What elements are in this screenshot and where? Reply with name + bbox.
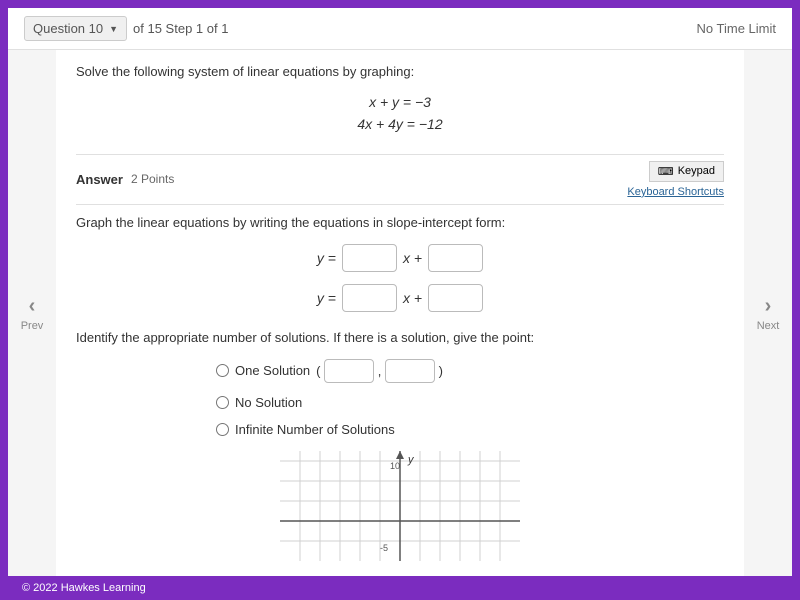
question-body: Solve the following system of linear equ… bbox=[56, 50, 744, 576]
content-area: Question 10 ▼ of 15 Step 1 of 1 No Time … bbox=[8, 8, 792, 576]
answer-header: Answer 2 Points ⌨ Keypad Keyboard Shortc… bbox=[76, 154, 724, 205]
y-axis-label: y bbox=[407, 454, 415, 466]
app-frame: Question 10 ▼ of 15 Step 1 of 1 No Time … bbox=[0, 0, 800, 600]
answer-label: Answer bbox=[76, 172, 123, 187]
prev-label: Prev bbox=[21, 320, 44, 332]
y-axis-arrow-icon bbox=[396, 451, 404, 459]
solution-options: One Solution ( , ) No Solution bbox=[216, 359, 724, 437]
paren-open: ( bbox=[316, 363, 320, 378]
radio-infinite[interactable] bbox=[216, 423, 229, 436]
one-solution-label: One Solution bbox=[235, 363, 310, 378]
copyright-text: © 2022 Hawkes Learning bbox=[22, 582, 146, 594]
footer: © 2022 Hawkes Learning bbox=[8, 576, 792, 600]
points-label: 2 Points bbox=[131, 172, 174, 186]
main: ‹ Prev Solve the following system of lin… bbox=[8, 50, 792, 576]
coordinate-graph[interactable]: y 10 -5 bbox=[280, 451, 520, 561]
next-nav[interactable]: › Next bbox=[744, 50, 792, 576]
paren-close: ) bbox=[439, 363, 443, 378]
keypad-label: Keypad bbox=[678, 165, 715, 177]
slope-form-2: y = x + bbox=[76, 284, 724, 312]
next-label: Next bbox=[757, 320, 780, 332]
x-plus-1: x + bbox=[403, 250, 422, 266]
chevron-left-icon: ‹ bbox=[29, 295, 36, 318]
option-one-solution[interactable]: One Solution ( , ) bbox=[216, 359, 724, 383]
slope-form-1: y = x + bbox=[76, 244, 724, 272]
chevron-down-icon: ▼ bbox=[109, 24, 118, 34]
tick-label-neg5: -5 bbox=[380, 543, 388, 553]
intercept-input-1[interactable] bbox=[428, 244, 483, 272]
question-selector[interactable]: Question 10 ▼ bbox=[24, 16, 127, 41]
keypad-icon: ⌨ bbox=[658, 165, 674, 178]
slope-input-2[interactable] bbox=[342, 284, 397, 312]
y-equals-2: y = bbox=[317, 290, 336, 306]
no-solution-label: No Solution bbox=[235, 395, 302, 410]
equation-1: x + y = −3 bbox=[76, 91, 724, 113]
solution-x-input[interactable] bbox=[324, 359, 374, 383]
x-plus-2: x + bbox=[403, 290, 422, 306]
instruction-text: Graph the linear equations by writing th… bbox=[76, 215, 724, 230]
radio-one-solution[interactable] bbox=[216, 364, 229, 377]
chevron-right-icon: › bbox=[765, 295, 772, 318]
step-text: of 15 Step 1 of 1 bbox=[133, 21, 228, 36]
radio-no-solution[interactable] bbox=[216, 396, 229, 409]
comma: , bbox=[378, 363, 382, 378]
equation-block: x + y = −3 4x + 4y = −12 bbox=[76, 91, 724, 136]
prev-nav[interactable]: ‹ Prev bbox=[8, 50, 56, 576]
keyboard-shortcuts-link[interactable]: Keyboard Shortcuts bbox=[627, 186, 724, 198]
option-infinite[interactable]: Infinite Number of Solutions bbox=[216, 422, 724, 437]
option-no-solution[interactable]: No Solution bbox=[216, 395, 724, 410]
question-prompt: Solve the following system of linear equ… bbox=[76, 64, 724, 79]
y-equals-1: y = bbox=[317, 250, 336, 266]
tick-label-10: 10 bbox=[390, 461, 400, 471]
keypad-button[interactable]: ⌨ Keypad bbox=[649, 161, 724, 182]
infinite-label: Infinite Number of Solutions bbox=[235, 422, 395, 437]
identify-text: Identify the appropriate number of solut… bbox=[76, 330, 724, 345]
slope-input-1[interactable] bbox=[342, 244, 397, 272]
question-label: Question 10 bbox=[33, 21, 103, 36]
time-limit: No Time Limit bbox=[697, 21, 776, 36]
equation-2: 4x + 4y = −12 bbox=[76, 113, 724, 135]
intercept-input-2[interactable] bbox=[428, 284, 483, 312]
solution-y-input[interactable] bbox=[385, 359, 435, 383]
topbar: Question 10 ▼ of 15 Step 1 of 1 No Time … bbox=[8, 8, 792, 50]
